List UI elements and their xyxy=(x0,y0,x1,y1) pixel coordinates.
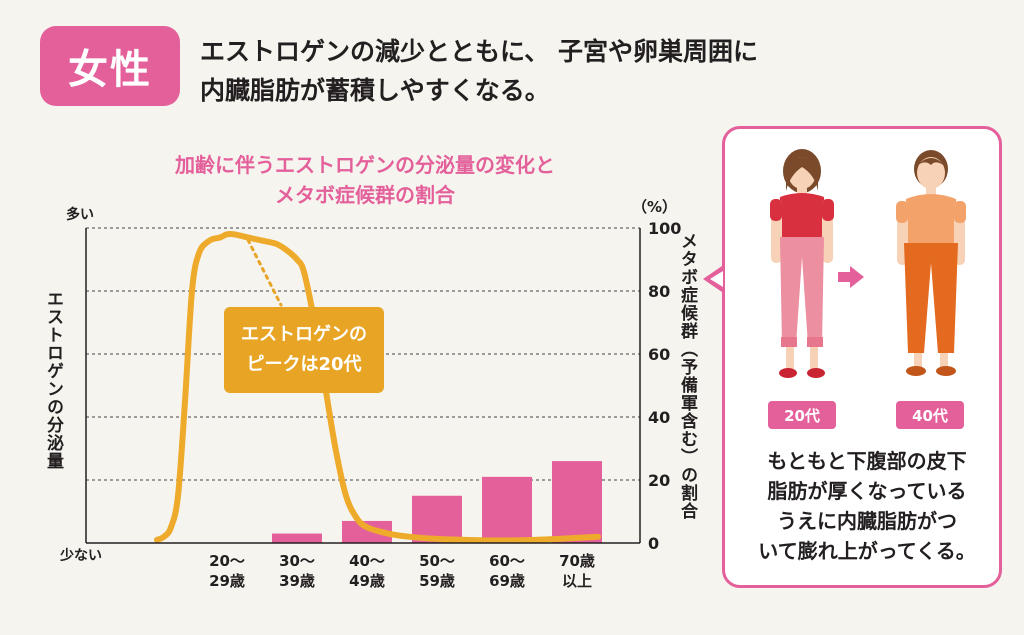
chart-title-line-2: メタボ症候群の割合 xyxy=(275,183,455,207)
age-tag-after: 40代 xyxy=(896,401,964,429)
panel-text-line-1: もともと下腹部の皮下 xyxy=(767,449,967,473)
y-right-tick-0: 0 xyxy=(648,534,659,553)
x-category-line1: 30～ xyxy=(279,552,315,570)
bar-2 xyxy=(342,520,392,543)
callout-line-2: ピークは20代 xyxy=(246,354,362,375)
estrogen-peak-callout: エストロゲンの ピークは20代 xyxy=(224,307,384,393)
y-right-tick-2: 40 xyxy=(648,408,670,427)
x-category-line2: 39歳 xyxy=(279,572,315,590)
arrow-right-icon xyxy=(850,266,864,288)
x-category-line1: 20～ xyxy=(209,552,245,570)
y-left-axis-label: エストロゲンの分泌量 xyxy=(43,290,63,470)
x-category-2: 40～ 49歳 xyxy=(337,551,397,591)
callout-leader-line xyxy=(246,238,283,307)
panel-text-line-2: 脂肪が厚くなっている xyxy=(767,479,967,503)
panel-text-line-4: いて膨れ上がってくる。 xyxy=(758,539,976,563)
callout-line-1: エストロゲンの xyxy=(241,324,367,345)
x-category-3: 50～ 59歳 xyxy=(407,551,467,591)
chart-title: 加齢に伴うエストロゲンの分泌量の変化と メタボ症候群の割合 xyxy=(150,150,580,210)
panel-description: もともと下腹部の皮下 脂肪が厚くなっている うえに内臓脂肪がつ いて膨れ上がって… xyxy=(742,446,992,566)
x-category-line1: 70歳 xyxy=(559,552,595,570)
woman-40s-illustration xyxy=(896,150,966,376)
x-category-line2: 49歳 xyxy=(349,572,385,590)
x-category-line2: 29歳 xyxy=(209,572,245,590)
x-category-1: 30～ 39歳 xyxy=(267,551,327,591)
x-category-line1: 40～ xyxy=(349,552,385,570)
x-category-4: 60～ 69歳 xyxy=(477,551,537,591)
x-category-line2: 以上 xyxy=(561,572,592,590)
x-category-line2: 69歳 xyxy=(489,572,525,590)
y-left-bottom-label: 少ない xyxy=(60,548,102,564)
x-category-line1: 60～ xyxy=(489,552,525,570)
estrogen-curve xyxy=(154,230,601,544)
x-category-0: 20～ 29歳 xyxy=(197,551,257,591)
woman-20s-illustration xyxy=(770,149,834,378)
y-right-tick-4: 80 xyxy=(648,282,670,301)
x-category-5: 70歳以上 xyxy=(547,551,607,591)
age-tag-before: 20代 xyxy=(768,401,836,429)
x-category-line2: 59歳 xyxy=(419,572,455,590)
y-right-tick-5: 100 xyxy=(648,219,681,238)
y-right-tick-3: 60 xyxy=(648,345,670,364)
y-right-unit: （%） xyxy=(632,198,678,216)
y-right-axis-label: メタボ症候群（予備軍含む）の割合 xyxy=(677,232,697,520)
arrow-stem xyxy=(838,272,852,282)
x-category-line1: 50～ xyxy=(419,552,455,570)
y-right-tick-1: 20 xyxy=(648,471,670,490)
bar-5 xyxy=(552,461,602,543)
gender-badge: 女性 xyxy=(40,26,180,106)
y-left-top-label: 多い xyxy=(66,207,94,223)
headline-line-2: 内臓脂肪が蓄積しやすくなる。 xyxy=(200,76,550,105)
chart-title-line-1: 加齢に伴うエストロゲンの分泌量の変化と xyxy=(175,153,555,177)
panel-pointer-fill xyxy=(710,271,723,287)
headline: エストロゲンの減少とともに、 子宮や卵巣周囲に 内臓脂肪が蓄積しやすくなる。 xyxy=(200,32,820,110)
panel-text-line-3: うえに内臓脂肪がつ xyxy=(777,509,957,533)
bar-4 xyxy=(482,476,532,543)
headline-line-1: エストロゲンの減少とともに、 子宮や卵巣周囲に xyxy=(200,37,758,66)
bar-1 xyxy=(272,533,322,543)
